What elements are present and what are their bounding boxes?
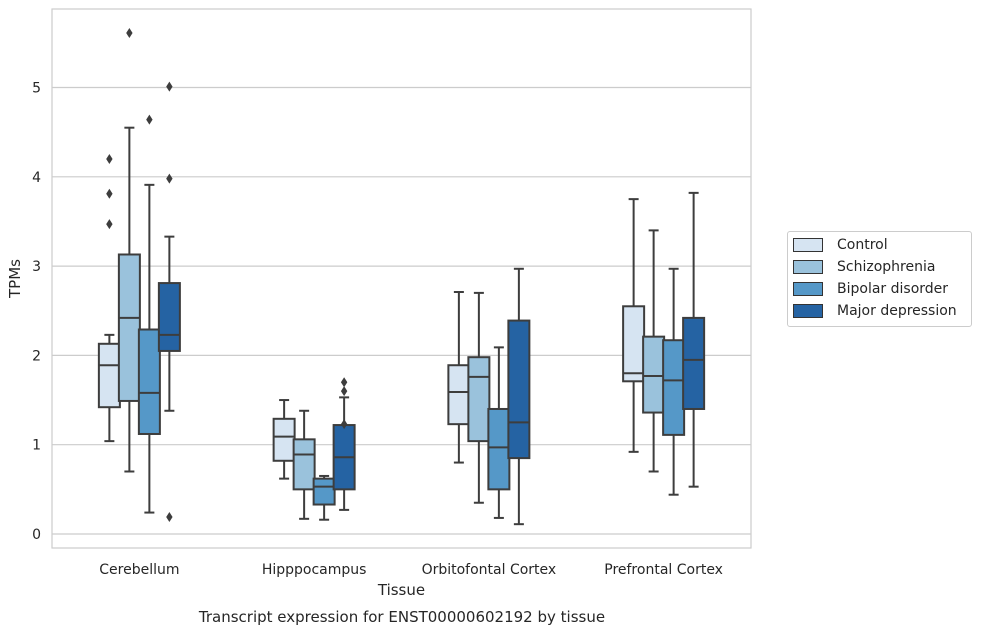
y-axis-label: TPMs xyxy=(6,259,24,299)
chart-title: Transcript expression for ENST0000060219… xyxy=(198,608,605,626)
x-tick-label: Hipppocampus xyxy=(262,562,367,578)
y-tick-label: 0 xyxy=(32,527,41,543)
legend-item-control: Control xyxy=(793,235,888,255)
boxes xyxy=(97,28,706,526)
legend-item-major-depression: Major depression xyxy=(793,301,957,321)
legend-label-schizophrenia: Schizophrenia xyxy=(837,259,936,275)
box-major-depression-cerebellum xyxy=(157,81,181,523)
box-bipolar-disorder-hipppocampus xyxy=(312,474,336,521)
y-axis-ticks: 0 1 2 3 4 5 xyxy=(32,81,41,544)
box-iqr xyxy=(662,339,686,436)
y-tick-label: 2 xyxy=(32,348,41,364)
box-schizophrenia-hipppocampus xyxy=(292,409,316,520)
outlier-point xyxy=(166,173,173,184)
box-control-cerebellum xyxy=(97,153,121,443)
plot-area-frame xyxy=(51,8,752,549)
outlier-point xyxy=(106,219,113,230)
box-iqr xyxy=(507,319,531,460)
box-iqr xyxy=(157,282,181,352)
legend-swatch-major-depression xyxy=(793,304,823,318)
grid-lines xyxy=(52,86,751,535)
outlier-point xyxy=(146,114,153,125)
x-axis-ticks: Cerebellum Hipppocampus Orbitofontal Corte… xyxy=(99,562,723,578)
box-iqr xyxy=(137,328,161,435)
box-schizophrenia-orbitofontal-cortex xyxy=(467,291,491,504)
box-iqr xyxy=(682,316,706,410)
box-control-orbitofontal-cortex xyxy=(447,290,471,464)
legend-item-schizophrenia: Schizophrenia xyxy=(793,257,935,277)
box-iqr xyxy=(117,253,141,402)
legend-swatch-bipolar-disorder xyxy=(793,282,823,296)
box-iqr xyxy=(292,438,316,491)
box-schizophrenia-cerebellum xyxy=(117,28,141,473)
x-tick-label: Cerebellum xyxy=(99,562,179,578)
box-control-hipppocampus xyxy=(272,399,296,480)
outlier-point xyxy=(340,386,348,397)
outlier-point xyxy=(126,28,133,39)
outlier-point xyxy=(106,153,113,164)
box-iqr xyxy=(447,364,471,426)
x-tick-label: Orbitofontal Cortex xyxy=(422,562,557,578)
box-control-prefrontal-cortex xyxy=(622,198,646,453)
legend-label-bipolar-disorder: Bipolar disorder xyxy=(837,281,949,297)
outlier-point xyxy=(166,512,173,523)
box-iqr xyxy=(642,335,666,414)
y-tick-label: 1 xyxy=(32,438,41,454)
box-iqr xyxy=(622,305,646,383)
legend-swatch-control xyxy=(793,238,823,252)
legend-swatch-schizophrenia xyxy=(793,260,823,274)
box-iqr xyxy=(272,417,296,462)
outlier-point xyxy=(340,419,348,430)
box-major-depression-orbitofontal-cortex xyxy=(507,267,531,526)
legend: Control Schizophrenia Bipolar disorder M… xyxy=(787,231,972,327)
box-bipolar-disorder-orbitofontal-cortex xyxy=(487,346,511,519)
box-iqr xyxy=(97,342,121,409)
outlier-point xyxy=(340,377,348,388)
box-iqr xyxy=(467,356,491,443)
box-major-depression-prefrontal-cortex xyxy=(682,191,706,488)
box-major-depression-hipppocampus xyxy=(332,377,356,511)
x-axis-label: Tissue xyxy=(377,581,425,599)
box-iqr xyxy=(312,477,336,506)
y-tick-label: 5 xyxy=(32,81,41,97)
box-bipolar-disorder-cerebellum xyxy=(137,114,161,514)
box-iqr xyxy=(487,407,511,491)
outlier-point xyxy=(166,81,173,92)
y-tick-label: 4 xyxy=(32,170,41,186)
y-tick-label: 3 xyxy=(32,259,41,275)
legend-label-major-depression: Major depression xyxy=(837,303,957,319)
legend-item-bipolar-disorder: Bipolar disorder xyxy=(793,279,948,299)
x-tick-label: Prefrontal Cortex xyxy=(604,562,723,578)
box-bipolar-disorder-prefrontal-cortex xyxy=(662,267,686,496)
outlier-point xyxy=(106,188,113,199)
legend-label-control: Control xyxy=(837,237,888,253)
